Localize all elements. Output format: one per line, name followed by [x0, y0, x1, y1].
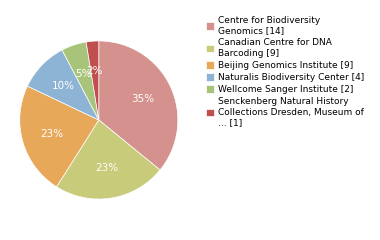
Wedge shape	[20, 86, 99, 187]
Text: 35%: 35%	[131, 94, 155, 104]
Text: 23%: 23%	[40, 129, 63, 139]
Wedge shape	[27, 50, 99, 120]
Wedge shape	[99, 41, 178, 170]
Text: 10%: 10%	[52, 81, 75, 91]
Legend: Centre for Biodiversity
Genomics [14], Canadian Centre for DNA
Barcoding [9], Be: Centre for Biodiversity Genomics [14], C…	[206, 16, 364, 127]
Text: 23%: 23%	[95, 163, 118, 173]
Wedge shape	[62, 42, 99, 120]
Text: 2%: 2%	[87, 66, 103, 76]
Wedge shape	[57, 120, 160, 199]
Wedge shape	[86, 41, 99, 120]
Text: 5%: 5%	[75, 68, 92, 78]
